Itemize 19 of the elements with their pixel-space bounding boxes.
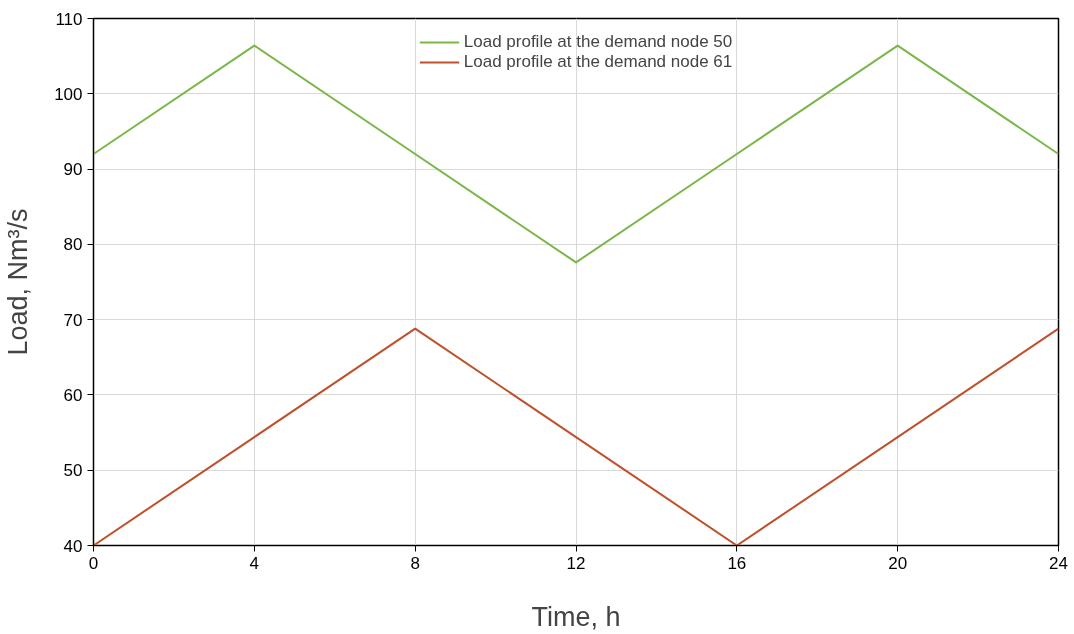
- x-tick-label: 8: [410, 553, 420, 573]
- x-tick-label: 16: [727, 553, 747, 573]
- x-tick-label: 12: [566, 553, 586, 573]
- y-tick-label: 40: [63, 536, 83, 556]
- x-tick-label: 0: [88, 553, 99, 573]
- x-axis-title: Time, h: [531, 601, 621, 632]
- y-axis-title: Load, Nm³/s: [3, 208, 34, 356]
- y-tick-label: 80: [63, 235, 83, 255]
- y-tick-label: 110: [55, 9, 83, 29]
- y-tick-label: 70: [63, 310, 83, 330]
- x-tick-label: 24: [1049, 553, 1068, 573]
- y-tick-label: 100: [54, 84, 83, 104]
- legend-label: Load profile at the demand node 61: [463, 52, 733, 72]
- legend-label: Load profile at the demand node 50: [463, 32, 733, 52]
- y-tick-label: 50: [63, 461, 83, 481]
- y-tick-label: 90: [63, 160, 83, 180]
- x-tick-label: 20: [888, 553, 908, 573]
- y-tick-label: 60: [63, 385, 83, 405]
- x-tick-label: 4: [249, 553, 260, 573]
